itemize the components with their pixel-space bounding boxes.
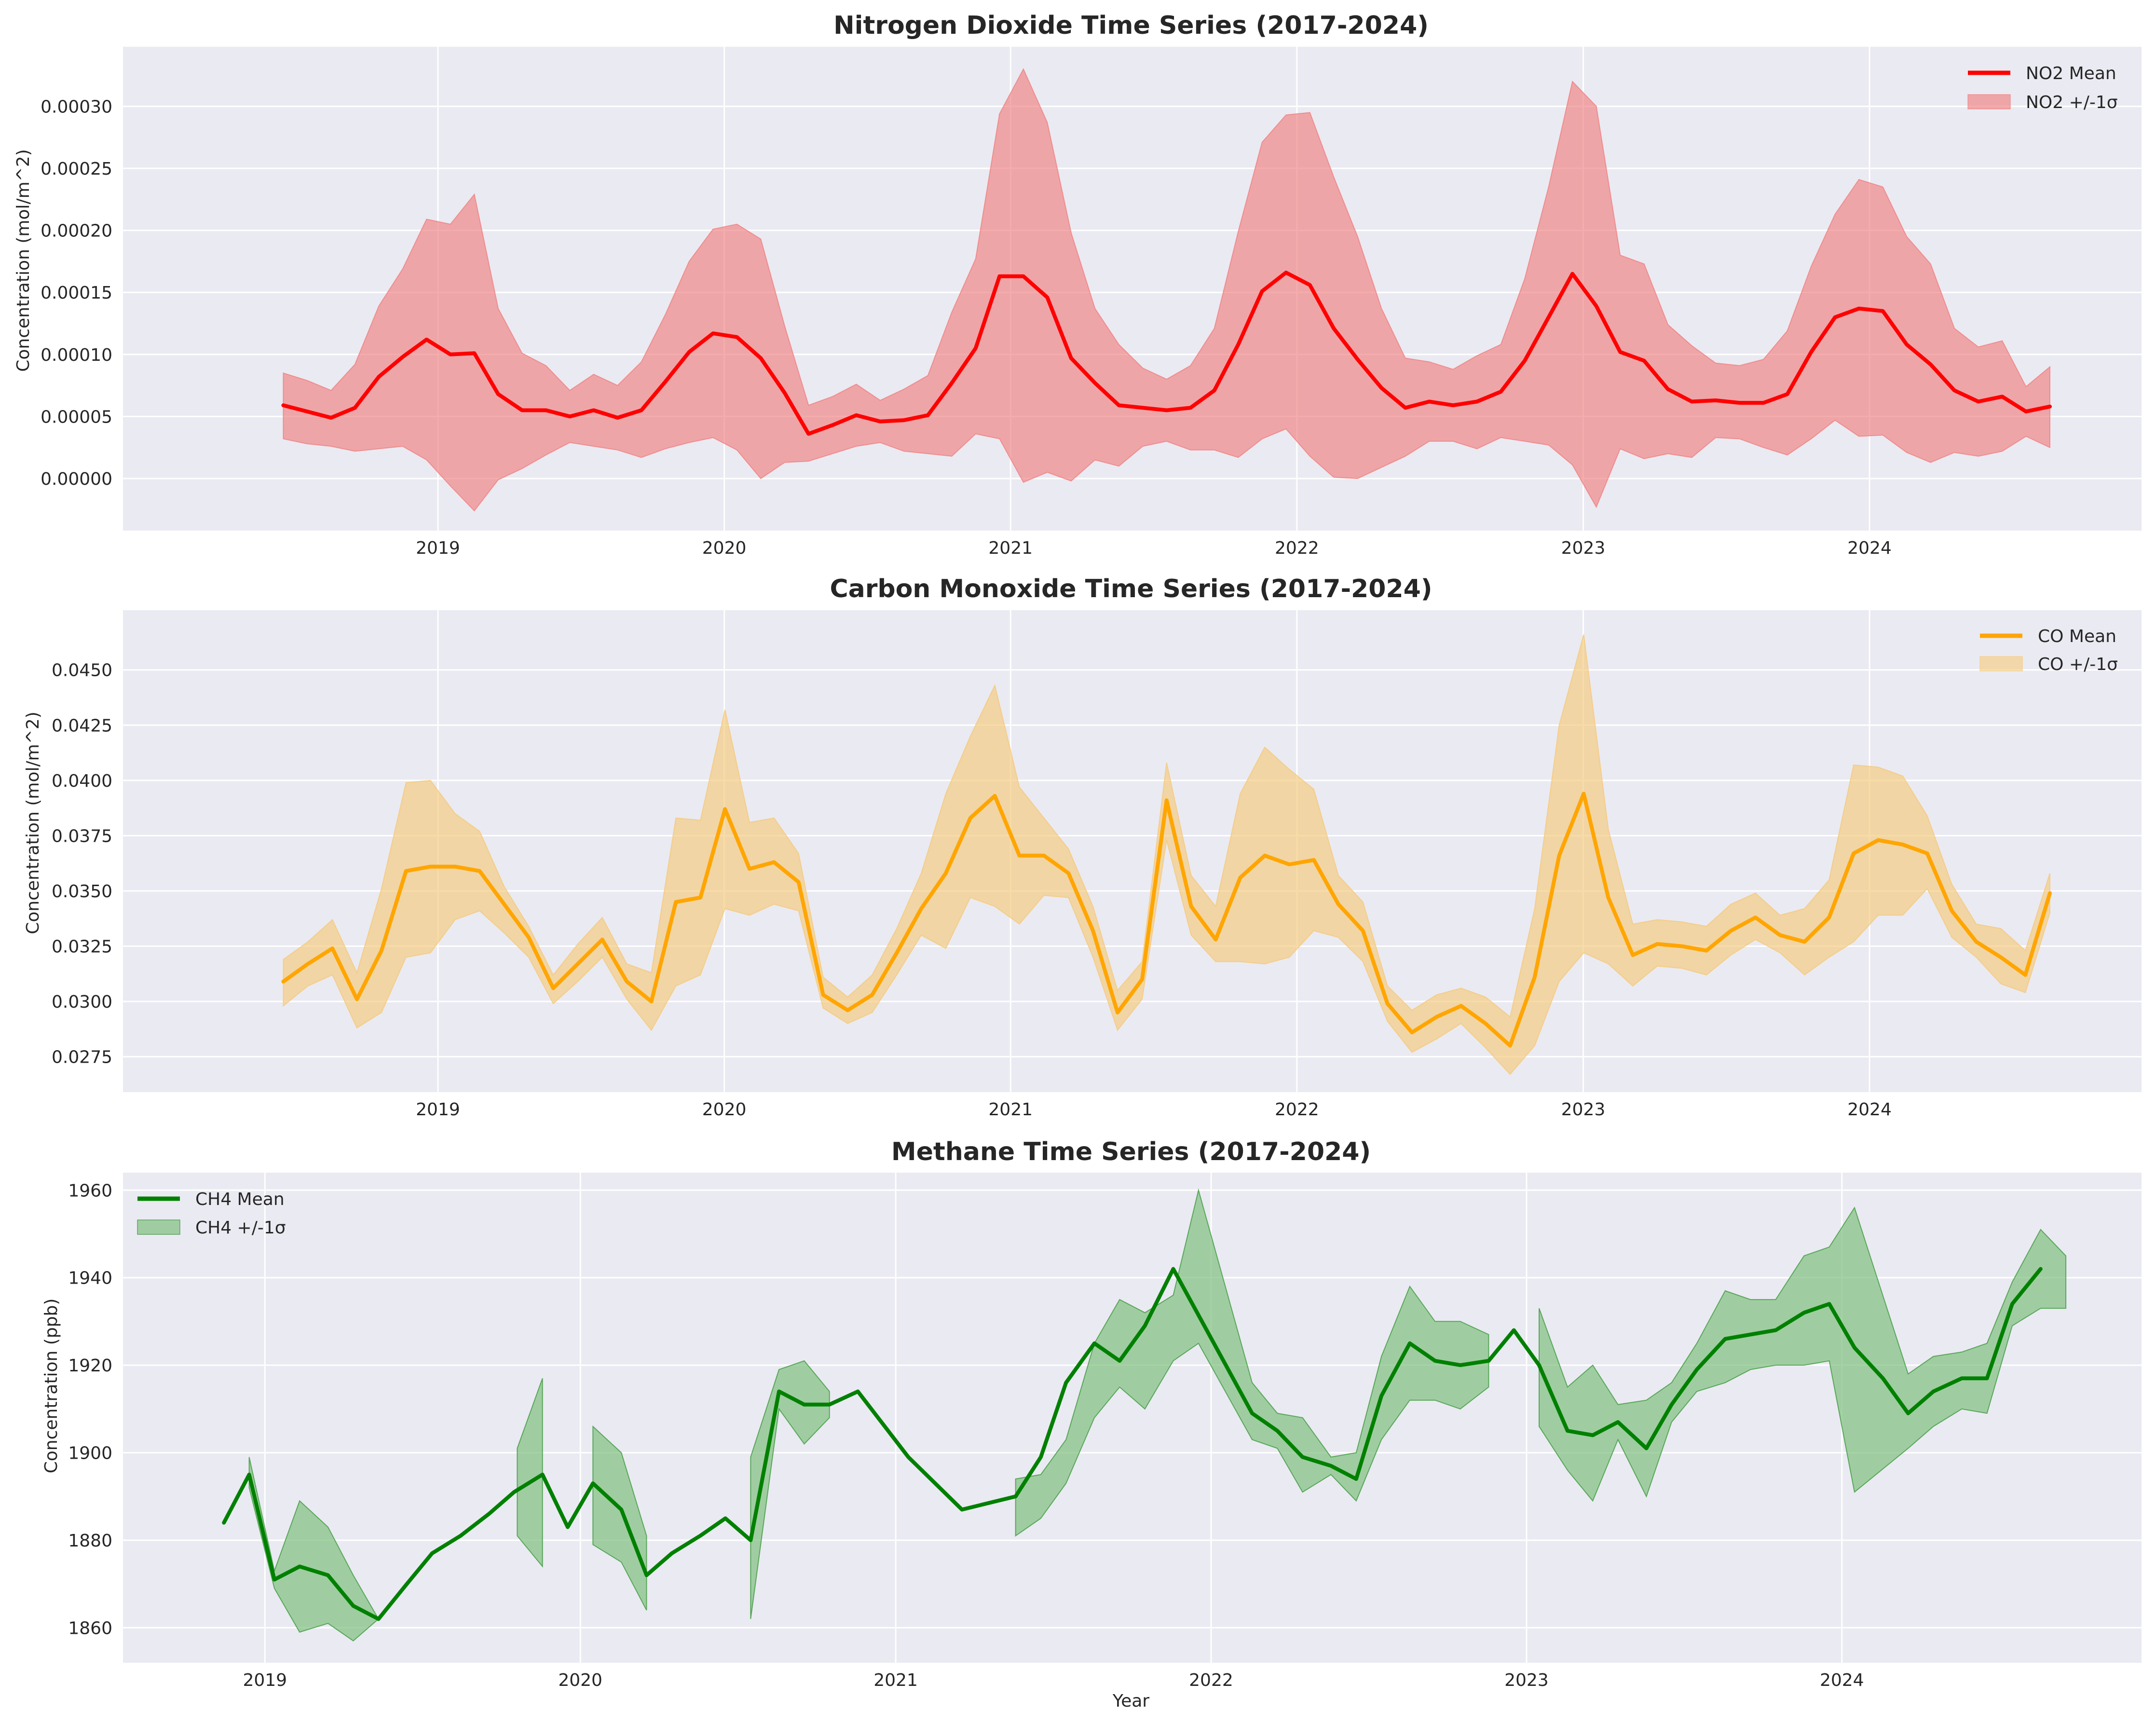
co-mean-line bbox=[281, 792, 2052, 1048]
ch4-legend-band-label: CH4 +/-1σ bbox=[195, 1218, 286, 1238]
ch4-y-tick-label: 1960 bbox=[68, 1181, 112, 1201]
no2-plot-area: 0.00000 0.00005 0.00010 0.00015 0.00020 0.000… bbox=[41, 47, 2142, 558]
ch4-x-tick-label: 2020 bbox=[558, 1670, 602, 1690]
no2-y-tick-label: 0.00005 bbox=[41, 407, 112, 427]
ch4-legend-band-swatch bbox=[137, 1219, 180, 1235]
co-x-tick-label: 2023 bbox=[1561, 1100, 1606, 1120]
ch4-x-tick-label: 2022 bbox=[1189, 1670, 1233, 1690]
ch4-mean-line bbox=[222, 1267, 2043, 1621]
co-ylabel: Concentration (mol/m^2) bbox=[23, 711, 43, 934]
ch4-band-segment bbox=[1015, 1188, 1489, 1537]
no2-x-tick-label: 2023 bbox=[1561, 538, 1606, 558]
co-plot-area: 0.0275 0.0300 0.0325 0.0350 0.0375 0.0400 0.04… bbox=[52, 610, 2142, 1120]
ch4-y-tick-label: 1940 bbox=[68, 1269, 112, 1288]
ch4-ylabel: Concentration (ppb) bbox=[41, 1299, 61, 1474]
co-y-tick-label: 0.0425 bbox=[52, 716, 112, 736]
co-x-tick-label: 2024 bbox=[1847, 1100, 1892, 1120]
no2-legend: NO2 Mean NO2 +/-1σ bbox=[1967, 64, 2118, 112]
co-y-tick-label: 0.0350 bbox=[52, 882, 112, 902]
no2-legend-mean-label: NO2 Mean bbox=[2026, 64, 2116, 83]
no2-band bbox=[283, 68, 2050, 512]
no2-title: Nitrogen Dioxide Time Series (2017-2024) bbox=[833, 11, 1429, 40]
ch4-legend-mean-label: CH4 Mean bbox=[195, 1190, 285, 1209]
no2-y-tick-label: 0.00015 bbox=[41, 283, 112, 303]
no2-x-tick-label: 2019 bbox=[416, 538, 460, 558]
no2-x-tick-label: 2024 bbox=[1847, 538, 1892, 558]
ch4-x-tick-label: 2024 bbox=[1820, 1670, 1864, 1690]
no2-y-tick-label: 0.00020 bbox=[41, 221, 112, 241]
ch4-y-tick-label: 1880 bbox=[68, 1531, 112, 1551]
no2-y-tick-label: 0.00010 bbox=[41, 345, 112, 365]
co-legend: CO Mean CO +/-1σ bbox=[1979, 627, 2118, 674]
ch4-x-tick-label: 2021 bbox=[873, 1670, 918, 1690]
ch4-title: Methane Time Series (2017-2024) bbox=[891, 1137, 1371, 1166]
no2-x-tick-label: 2020 bbox=[702, 538, 747, 558]
ch4-y-tick-label: 1900 bbox=[68, 1444, 112, 1464]
co-panel: Carbon Monoxide Time Series (2017-2024) … bbox=[23, 575, 2142, 1120]
co-legend-band-label: CO +/-1σ bbox=[2038, 655, 2118, 674]
ch4-band-segment bbox=[750, 1360, 830, 1619]
x-axis-label: Year bbox=[1112, 1691, 1149, 1711]
ch4-x-tick-label: 2019 bbox=[243, 1670, 287, 1690]
ch4-x-tick-label: 2023 bbox=[1504, 1670, 1549, 1690]
no2-x-tick-label: 2022 bbox=[1275, 538, 1319, 558]
no2-legend-band-swatch bbox=[1967, 94, 2011, 109]
no2-y-tick-label: 0.00025 bbox=[41, 159, 112, 179]
co-x-tick-label: 2022 bbox=[1275, 1100, 1319, 1120]
co-y-tick-label: 0.0400 bbox=[52, 771, 112, 791]
co-y-tick-label: 0.0375 bbox=[52, 826, 112, 846]
no2-ylabel: Concentration (mol/m^2) bbox=[14, 149, 33, 372]
co-x-tick-label: 2021 bbox=[988, 1100, 1033, 1120]
no2-y-tick-label: 0.00030 bbox=[41, 97, 112, 117]
co-title: Carbon Monoxide Time Series (2017-2024) bbox=[830, 575, 1432, 603]
no2-y-tick-label: 0.00000 bbox=[41, 469, 112, 489]
ch4-band-segment bbox=[517, 1378, 543, 1568]
co-legend-mean-label: CO Mean bbox=[2038, 627, 2116, 646]
no2-mean-line bbox=[281, 271, 2052, 436]
co-y-tick-label: 0.0450 bbox=[52, 661, 112, 681]
co-y-tick-label: 0.0275 bbox=[52, 1048, 112, 1067]
ch4-panel: Methane Time Series (2017-2024) Concentr… bbox=[41, 1137, 2142, 1711]
co-y-tick-label: 0.0325 bbox=[52, 937, 112, 957]
ch4-band-segment bbox=[592, 1425, 647, 1611]
ch4-legend: CH4 Mean CH4 +/-1σ bbox=[137, 1190, 286, 1238]
no2-legend-band-label: NO2 +/-1σ bbox=[2026, 93, 2118, 112]
ch4-band-segment bbox=[1539, 1206, 2067, 1502]
ch4-axes-background bbox=[123, 1173, 2142, 1663]
co-x-tick-label: 2020 bbox=[702, 1100, 747, 1120]
no2-panel: Nitrogen Dioxide Time Series (2017-2024)… bbox=[14, 11, 2142, 558]
co-x-tick-label: 2019 bbox=[416, 1100, 460, 1120]
ch4-plot-area: 1860 1880 1900 1920 1940 1960 2019 2020 2021 2022… bbox=[68, 1173, 2142, 1690]
no2-x-tick-label: 2021 bbox=[988, 538, 1033, 558]
ch4-y-tick-label: 1920 bbox=[68, 1356, 112, 1376]
co-legend-band-swatch bbox=[1979, 656, 2023, 671]
co-band bbox=[283, 634, 2050, 1075]
ch4-y-tick-label: 1860 bbox=[68, 1618, 112, 1638]
co-y-tick-label: 0.0300 bbox=[52, 992, 112, 1012]
